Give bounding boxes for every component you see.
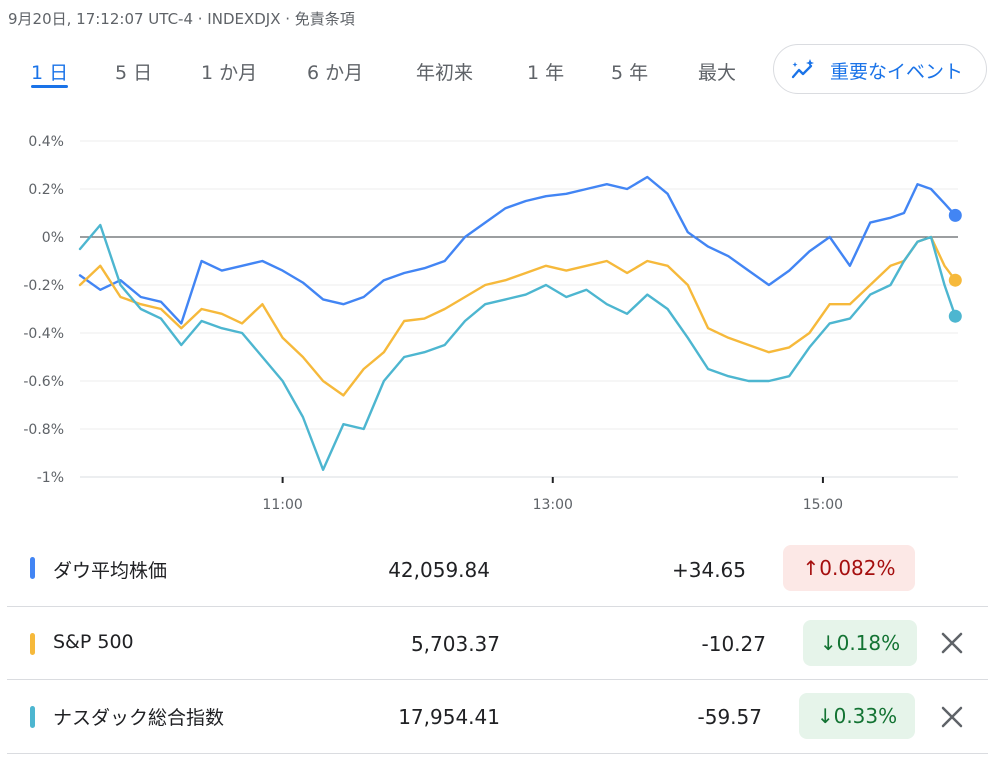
index-row-dow[interactable]: ダウ平均株価 42,059.84 +34.65 ↑0.082%	[7, 532, 988, 605]
time-range-tabs: 1 日 5 日 1 か月 6 か月 年初来 1 年 5 年 最大	[0, 46, 989, 96]
index-change: -59.57	[697, 705, 762, 729]
index-change: +34.65	[671, 558, 746, 582]
legend-color-nasdaq	[30, 706, 35, 728]
tab-6-months[interactable]: 6 か月	[307, 62, 364, 84]
index-row-nasdaq[interactable]: ナスダック総合指数 17,954.41 -59.57 ↓0.33%	[7, 679, 988, 754]
tab-1-year[interactable]: 1 年	[527, 62, 565, 84]
legend-color-dow	[30, 557, 35, 579]
tab-ytd[interactable]: 年初来	[416, 62, 474, 84]
index-row-sp500[interactable]: S&P 500 5,703.37 -10.27 ↓0.18%	[7, 606, 988, 680]
index-name: S&P 500	[53, 631, 134, 653]
y-tick-label: -0.8%	[23, 422, 64, 438]
index-price: 5,703.37	[410, 632, 500, 656]
x-tick-label: 13:00	[533, 497, 573, 513]
y-tick-label: 0.2%	[28, 182, 64, 198]
percent-change-badge: ↓0.18%	[803, 620, 917, 666]
x-axis-ticks: 11:00 13:00 15:00	[80, 476, 958, 513]
index-comparison-chart: 0.4%0.2%0%-0.2%-0.4%-0.6%-0.8%-1% 11:00 1…	[23, 134, 962, 513]
series-end-point-2	[948, 273, 962, 287]
series-line-2	[78, 235, 957, 397]
y-axis-tick-labels: 0.4% 0.2% 0% -0.2% -0.4% -0.6% -0.8% -1%	[23, 134, 64, 486]
tab-5-days[interactable]: 5 日	[115, 62, 153, 84]
index-name: ナスダック総合指数	[53, 707, 225, 729]
x-tick-label: 15:00	[803, 497, 843, 513]
key-events-label: 重要なイベント	[830, 61, 964, 83]
row-divider	[7, 753, 988, 754]
tab-1-day[interactable]: 1 日	[31, 62, 69, 84]
series-line-3	[78, 223, 957, 471]
y-tick-label: 0.4%	[28, 134, 64, 150]
series-line-1	[78, 175, 957, 325]
series-end-point-3	[948, 309, 962, 323]
y-tick-label: -0.4%	[23, 326, 64, 342]
tab-1-month[interactable]: 1 か月	[201, 62, 258, 84]
index-name: ダウ平均株価	[53, 560, 168, 582]
y-tick-label: -0.2%	[23, 278, 64, 294]
remove-index-close-icon[interactable]	[937, 702, 967, 732]
active-tab-indicator	[31, 85, 68, 88]
remove-index-close-icon[interactable]	[937, 628, 967, 658]
percent-change-badge: ↓0.33%	[799, 693, 915, 739]
index-price: 42,059.84	[388, 558, 490, 582]
legend-color-sp500	[30, 633, 35, 655]
sparkle-chart-icon	[791, 59, 814, 79]
index-change: -10.27	[701, 632, 766, 656]
x-tick-label: 11:00	[262, 497, 302, 513]
y-tick-label: -1%	[37, 470, 64, 486]
y-tick-label: 0%	[42, 230, 64, 246]
y-tick-label: -0.6%	[23, 374, 64, 390]
key-events-button[interactable]: 重要なイベント	[773, 44, 987, 94]
chart-series	[78, 175, 962, 471]
market-info-line: 9月20日, 17:12:07 UTC-4 · INDEXDJX · 免責条項	[8, 10, 355, 28]
index-price: 17,954.41	[398, 705, 500, 729]
tab-max[interactable]: 最大	[698, 62, 737, 84]
series-end-point-1	[948, 208, 962, 222]
tab-5-years[interactable]: 5 年	[611, 62, 649, 84]
percent-change-badge: ↑0.082%	[783, 545, 915, 591]
